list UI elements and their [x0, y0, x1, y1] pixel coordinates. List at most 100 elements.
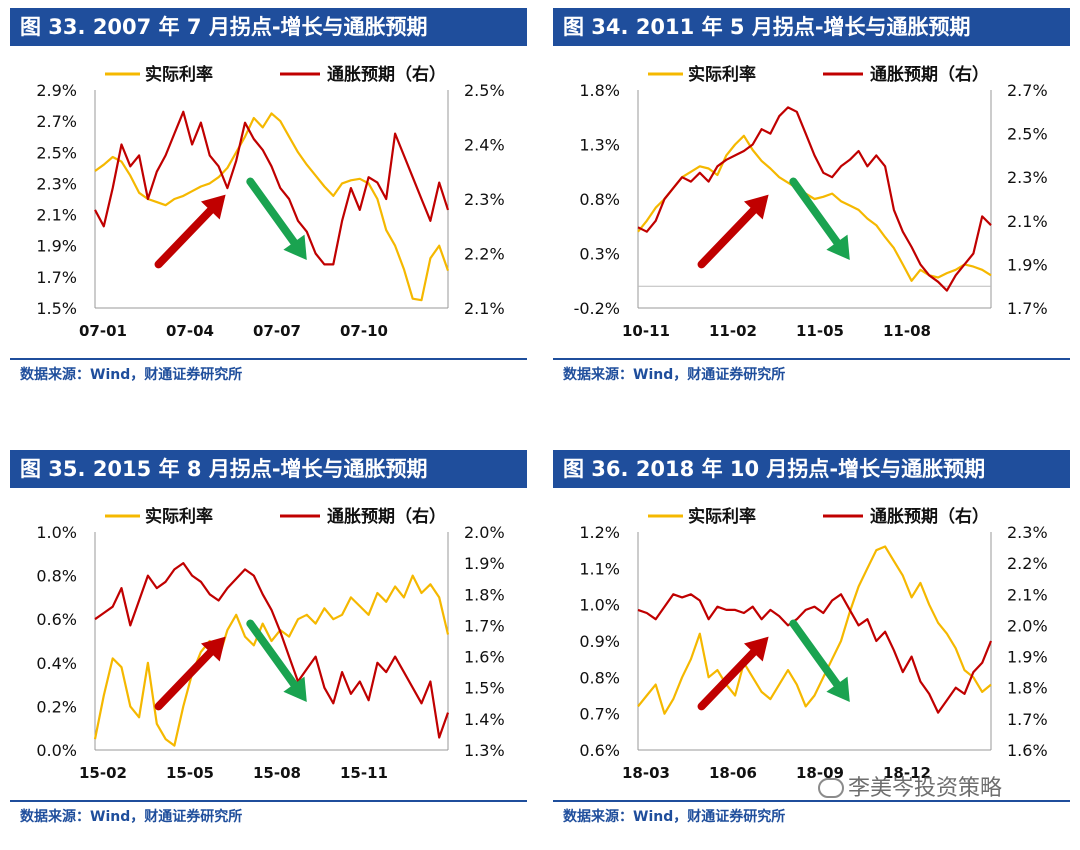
down-arrow-shaft: [789, 619, 841, 689]
left-tick-label: 0.9%: [579, 632, 620, 651]
watermark-text: 李美岑投资策略: [848, 776, 1003, 801]
source-divider: [10, 800, 527, 802]
series-line-real-rate: [93, 574, 450, 747]
right-tick-label: 1.6%: [464, 648, 505, 667]
up-arrow-shaft: [697, 648, 758, 711]
left-tick-label: 0.6%: [579, 741, 620, 760]
series-line-inflation-expectation: [94, 110, 450, 266]
left-tick-label: 0.8%: [579, 190, 620, 209]
right-tick-label: 1.7%: [1007, 710, 1048, 729]
chart-title: 图 33. 2007 年 7 月拐点-增长与通胀预期: [10, 8, 527, 46]
chart-svg: -0.2% 0.3% 0.8% 1.3% 1.8% 1.7% 1.9% 2.1% 2.3% 2.5…: [574, 64, 1048, 340]
right-tick-label: 2.7%: [1007, 81, 1048, 100]
right-tick-label: 1.9%: [1007, 648, 1048, 667]
source-divider: [553, 358, 1070, 360]
right-tick-label: 2.0%: [464, 523, 505, 542]
source-note: 数据来源：Wind，财通证券研究所: [20, 367, 243, 383]
chart-title: 图 34. 2011 年 5 月拐点-增长与通胀预期: [553, 8, 1070, 46]
wechat-icon: [818, 778, 844, 798]
left-tick-label: 1.0%: [36, 523, 77, 542]
left-tick-label: 0.8%: [579, 668, 620, 687]
down-arrow-head: [826, 676, 850, 703]
right-tick-label: 1.5%: [464, 679, 505, 698]
series-line-real-rate: [637, 134, 992, 282]
x-tick-label: 11-02: [709, 322, 757, 340]
up-arrow-shaft: [154, 648, 215, 711]
x-tick-label: 18-09: [796, 764, 844, 782]
x-tick-label: 07-04: [166, 322, 214, 340]
right-tick-label: 2.1%: [1007, 585, 1048, 604]
series-line-inflation-expectation: [637, 593, 993, 714]
up-arrow-shaft: [154, 206, 215, 269]
left-tick-label: 0.2%: [36, 697, 77, 716]
chart-panel-4: 图 36. 2018 年 10 月拐点-增长与通胀预期 0.6% 0.7% 0.8%…: [553, 450, 1070, 850]
left-tick-label: 2.5%: [36, 143, 77, 162]
x-tick-label: 11-05: [796, 322, 844, 340]
right-tick-label: 2.5%: [464, 81, 505, 100]
x-tick-label: 15-11: [340, 764, 388, 782]
up-arrow-head: [200, 194, 226, 220]
source-divider: [553, 800, 1070, 802]
left-tick-label: 1.8%: [579, 81, 620, 100]
left-tick-label: 1.7%: [36, 268, 77, 287]
left-tick-label: 2.9%: [36, 81, 77, 100]
down-arrow-shaft: [246, 619, 298, 689]
legend-label: 实际利率: [145, 506, 213, 527]
up-arrow-head: [743, 636, 769, 662]
x-tick-label: 15-05: [166, 764, 214, 782]
right-tick-label: 1.8%: [464, 585, 505, 604]
up-arrow-shaft: [697, 206, 758, 269]
right-tick-label: 2.3%: [1007, 523, 1048, 542]
left-tick-label: -0.2%: [574, 299, 620, 318]
chart-panel-1: 图 33. 2007 年 7 月拐点-增长与通胀预期 1.5% 1.7% 1.9% 2…: [10, 8, 527, 408]
chart-panel-2: 图 34. 2011 年 5 月拐点-增长与通胀预期 -0.2% 0.3% 0.8%…: [553, 8, 1070, 408]
x-tick-label: 18-12: [883, 764, 931, 782]
up-arrow-head: [743, 194, 769, 220]
right-tick-label: 2.1%: [1007, 212, 1048, 231]
chart-title: 图 35. 2015 年 8 月拐点-增长与通胀预期: [10, 450, 527, 488]
up-arrow-head: [200, 636, 226, 662]
right-tick-label: 2.0%: [1007, 616, 1048, 635]
source-note: 数据来源：Wind，财通证券研究所: [563, 809, 786, 825]
legend-label: 通胀预期（右）: [327, 64, 446, 85]
x-tick-label: 15-02: [79, 764, 127, 782]
right-tick-label: 1.9%: [464, 554, 505, 573]
source-note: 数据来源：Wind，财通证券研究所: [563, 367, 786, 383]
chart-title: 图 36. 2018 年 10 月拐点-增长与通胀预期: [553, 450, 1070, 488]
left-tick-label: 1.5%: [36, 299, 77, 318]
left-tick-label: 2.3%: [36, 174, 77, 193]
right-tick-label: 2.3%: [1007, 168, 1048, 187]
right-tick-label: 2.4%: [464, 136, 505, 155]
watermark: 李美岑投资策略: [818, 770, 1002, 802]
right-tick-label: 1.7%: [464, 616, 505, 635]
right-tick-label: 2.5%: [1007, 125, 1048, 144]
x-tick-label: 07-10: [340, 322, 388, 340]
series-line-real-rate: [94, 112, 450, 302]
right-tick-label: 2.2%: [464, 245, 505, 264]
x-tick-label: 07-07: [253, 322, 301, 340]
left-tick-label: 0.0%: [36, 741, 77, 760]
chart-svg: 0.6% 0.7% 0.8% 0.9% 1.0% 1.1% 1.2% 1.6% 1.7% 1.8%…: [579, 506, 1048, 782]
left-tick-label: 0.4%: [36, 654, 77, 673]
x-tick-label: 11-08: [883, 322, 931, 340]
legend-label: 通胀预期（右）: [870, 506, 989, 527]
chart-svg: 1.5% 1.7% 1.9% 2.1% 2.3% 2.5% 2.7% 2.9% 2.1% 2.2%…: [36, 64, 505, 340]
down-arrow-shaft: [246, 177, 298, 247]
series-line-inflation-expectation: [94, 562, 450, 739]
down-arrow-head: [283, 676, 307, 703]
left-tick-label: 0.8%: [36, 567, 77, 586]
right-tick-label: 1.9%: [1007, 255, 1048, 274]
right-tick-label: 2.2%: [1007, 554, 1048, 573]
right-tick-label: 1.4%: [464, 710, 505, 729]
left-tick-label: 2.1%: [36, 206, 77, 225]
legend-label: 实际利率: [688, 506, 756, 527]
x-tick-label: 18-06: [709, 764, 757, 782]
left-tick-label: 1.1%: [579, 559, 620, 578]
left-tick-label: 1.3%: [579, 136, 620, 155]
right-tick-label: 2.1%: [464, 299, 505, 318]
legend-label: 通胀预期（右）: [870, 64, 989, 85]
down-arrow-head: [283, 234, 307, 261]
legend-label: 通胀预期（右）: [327, 506, 446, 527]
x-tick-label: 15-08: [253, 764, 301, 782]
x-tick-label: 18-03: [622, 764, 670, 782]
